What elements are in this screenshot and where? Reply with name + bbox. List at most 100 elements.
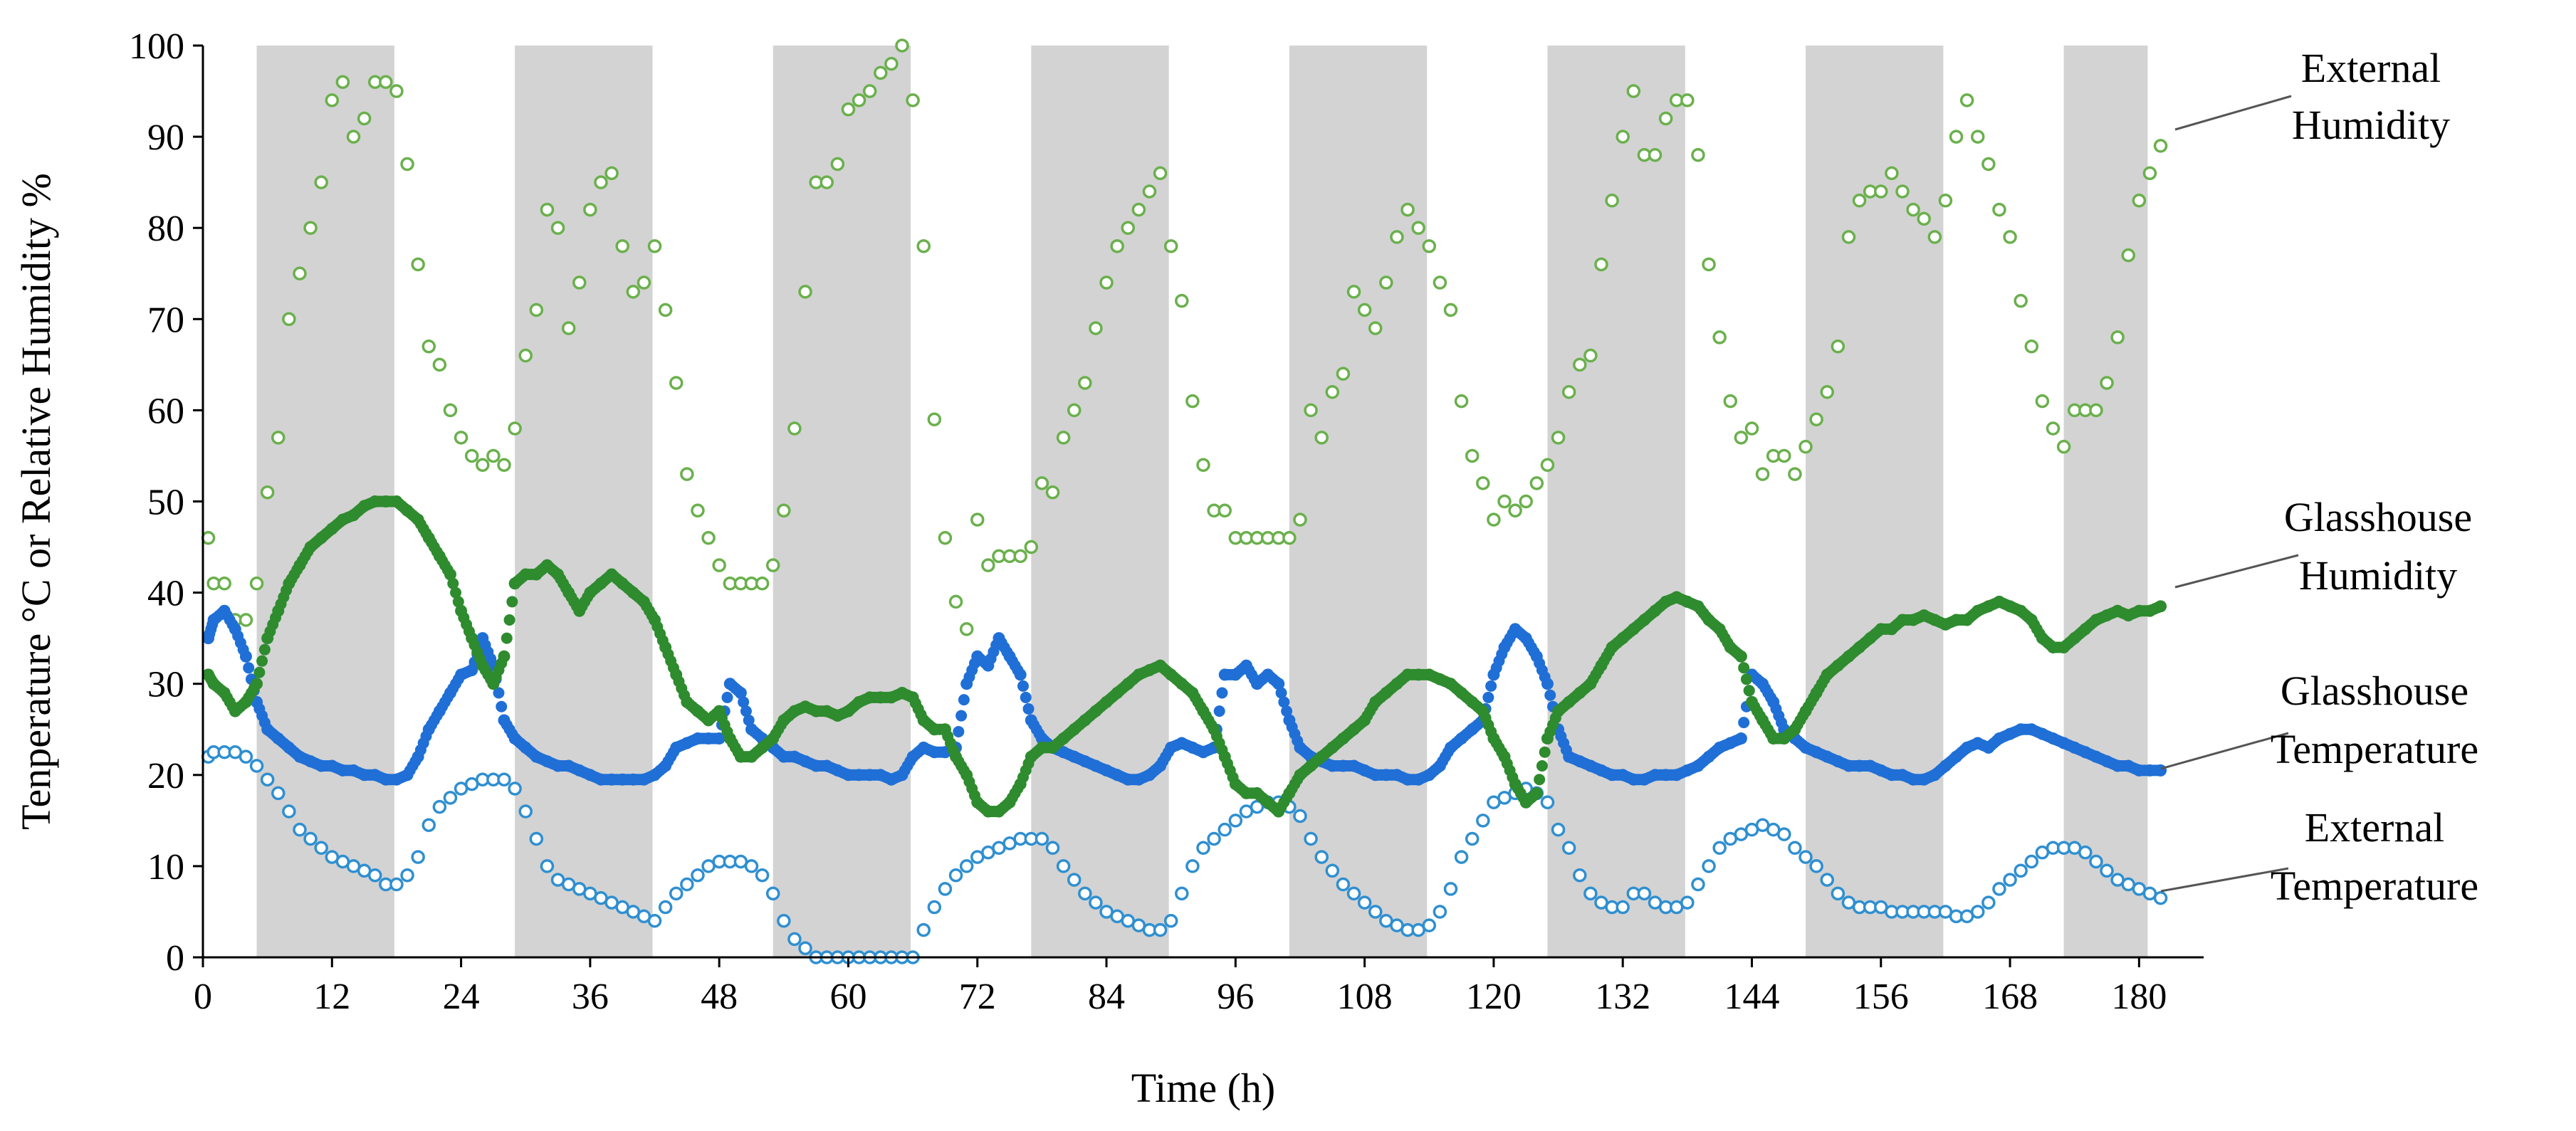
external-humidity-point [1949,130,1964,144]
external-humidity-point [1443,303,1458,317]
external-humidity-point [680,467,694,481]
external-temperature-point [443,791,458,805]
external-temperature-point [1616,900,1630,915]
external-humidity-point [1163,239,1178,253]
external-humidity-point [1099,275,1114,290]
callout-label-line-2: Humidity [2299,552,2457,599]
external-humidity-point [1626,84,1641,98]
glasshouse-temperature-trail-dot [243,662,255,674]
external-humidity-point [314,175,328,189]
external-temperature-point [282,804,296,819]
glasshouse-humidity-trail-dot [968,789,980,801]
external-temperature-point [1056,859,1071,873]
callout-label-line-2: Humidity [2292,102,2450,148]
external-humidity-point [884,56,899,71]
external-temperature-point [2024,854,2039,869]
x-tick-label: 60 [829,977,866,1017]
external-humidity-point [1648,147,1663,162]
external-humidity-point [1089,321,1103,335]
external-humidity-point [1024,540,1039,554]
glasshouse-humidity-trail-dot [503,614,515,626]
external-humidity-point [518,348,533,363]
external-humidity-point [1874,184,1888,199]
external-temperature-point [1573,868,1587,883]
glasshouse-humidity-trail-dot [2152,601,2164,614]
external-humidity-point [1594,257,1608,272]
y-tick-label: 0 [166,938,184,979]
external-temperature-point [497,772,511,787]
y-axis-title: Tenperature °C or Relative Humidity % [13,173,59,830]
external-temperature-point [1175,886,1189,901]
y-tick-label: 50 [147,483,184,523]
x-tick-label: 0 [194,977,212,1017]
callout-label-line-1: Glasshouse [2281,668,2468,714]
series-layer [201,38,2168,964]
glasshouse-temperature-trail-dot [732,685,744,697]
external-humidity-point [1067,403,1082,418]
glasshouse-temperature-trail-dot [738,696,750,708]
external-temperature-point [400,868,414,883]
external-humidity-point [400,157,414,172]
external-humidity-point [2046,421,2061,436]
external-humidity-point [1712,330,1727,344]
external-temperature-point [432,799,447,814]
x-tick-label: 96 [1217,977,1254,1017]
external-humidity-point [540,202,555,217]
glasshouse-temperature-trail-dot [485,653,497,665]
glasshouse-humidity-trail-dot [291,564,303,576]
glasshouse-temperature-trail-dot [721,691,733,703]
external-humidity-point [293,266,307,280]
external-temperature-point [2100,863,2114,878]
glasshouse-humidity-trail-dot [1475,703,1487,715]
external-temperature-point [508,782,522,796]
external-humidity-point [1583,348,1598,363]
external-temperature-point [1712,841,1727,856]
external-humidity-point [1465,448,1480,463]
external-humidity-point [1799,439,1813,454]
external-humidity-point [1723,394,1738,409]
glasshouse-humidity-trail-dot [947,744,959,756]
external-temperature-point [1970,905,1985,919]
external-temperature-point [293,822,307,837]
glasshouse-humidity-trail-dot [474,653,486,665]
external-humidity-point [1777,448,1791,463]
glasshouse-humidity-trail-dot [1740,673,1752,685]
external-temperature-point [314,841,328,856]
glasshouse-humidity-trail-dot [431,545,443,557]
external-humidity-point [1917,211,1931,226]
external-temperature-point [1089,895,1103,910]
callout-label-line-2: Temperature [2271,863,2478,909]
glasshouse-humidity-trail-dot [1754,710,1766,722]
external-temperature-point [2003,873,2017,887]
glasshouse-temperature-trail-dot [1292,735,1304,747]
x-tick-label: 144 [1724,977,1779,1017]
external-temperature-point [1185,859,1200,873]
callout-external-humidity: External Humidity [2174,45,2450,148]
glasshouse-humidity-trail-dot [721,725,733,737]
external-temperature-point [1981,895,1996,910]
external-temperature-point [1045,841,1060,856]
glasshouse-humidity-trail-dot [1797,710,1809,722]
external-humidity-point [411,257,425,272]
glasshouse-humidity-trail-dot [253,666,266,678]
external-humidity-point [1658,111,1673,126]
external-temperature-point [1799,850,1813,864]
x-tick-label: 84 [1088,977,1125,1017]
glasshouse-humidity-trail-dot [560,582,572,594]
external-temperature-point [658,900,673,915]
callout-leader-line [2160,732,2289,770]
glasshouse-humidity-trail-dot [441,564,454,576]
external-humidity-point [561,321,576,335]
glasshouse-temperature-trail-dot [1528,646,1540,658]
external-humidity-point [2024,339,2039,354]
external-temperature-point [1443,882,1458,896]
glasshouse-temperature-trail-dot [409,755,422,767]
glasshouse-temperature-trail-dot [431,710,443,722]
glasshouse-humidity-trail-dot [1808,691,1820,703]
external-temperature-point [260,772,275,787]
y-tick-label: 40 [147,574,184,614]
external-humidity-point [572,275,587,290]
glasshouse-temperature-trail-dot [226,619,239,631]
external-humidity-point [422,339,436,354]
glasshouse-temperature-trail-dot [1482,691,1494,703]
